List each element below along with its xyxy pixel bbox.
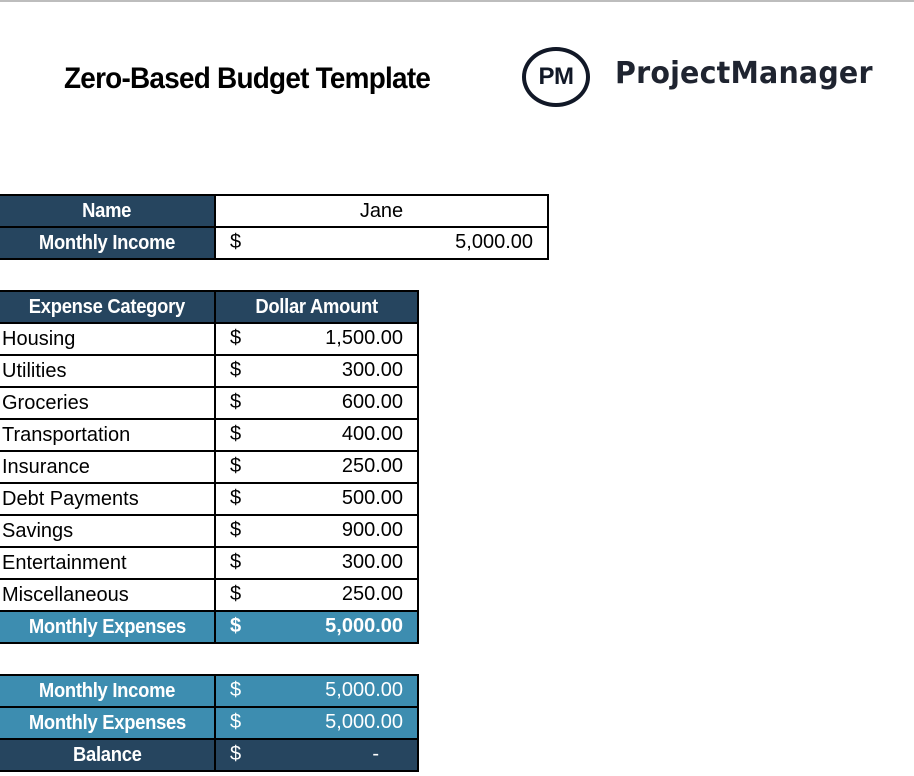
amount-value: 300.00 bbox=[341, 359, 403, 381]
amount-value: 250.00 bbox=[341, 583, 403, 605]
category-cell[interactable]: Miscellaneous bbox=[0, 578, 216, 612]
currency-symbol: $ bbox=[230, 391, 242, 413]
income-amount: 5,000.00 bbox=[455, 231, 533, 253]
column-header-amount: Dollar Amount bbox=[214, 290, 419, 324]
amount-cell[interactable]: $400.00 bbox=[214, 418, 419, 452]
category-cell[interactable]: Entertainment bbox=[0, 546, 216, 580]
summary-expenses-label: Monthly Expenses bbox=[0, 706, 216, 740]
summary-balance-row: Balance $ - bbox=[0, 738, 419, 772]
amount-cell[interactable]: $300.00 bbox=[214, 546, 419, 580]
summary-income-label: Monthly Income bbox=[0, 674, 216, 708]
table-row: Groceries $600.00 bbox=[0, 386, 419, 420]
currency-symbol: $ bbox=[230, 679, 242, 701]
summary-income-row: Monthly Income $5,000.00 bbox=[0, 674, 419, 708]
brand-name: ProjectManager bbox=[615, 56, 873, 91]
category-cell[interactable]: Groceries bbox=[0, 386, 216, 420]
category-cell[interactable]: Savings bbox=[0, 514, 216, 548]
category-cell[interactable]: Utilities bbox=[0, 354, 216, 388]
income-row: Monthly Income $ 5,000.00 bbox=[0, 226, 549, 260]
total-amount-cell: $5,000.00 bbox=[214, 610, 419, 644]
summary-expenses-row: Monthly Expenses $5,000.00 bbox=[0, 706, 419, 740]
table-row: Housing $1,500.00 bbox=[0, 322, 419, 356]
summary-table: Monthly Income $5,000.00 Monthly Expense… bbox=[0, 674, 419, 772]
table-row: Utilities $300.00 bbox=[0, 354, 419, 388]
category-cell[interactable]: Housing bbox=[0, 322, 216, 356]
amount-value: 300.00 bbox=[341, 551, 403, 573]
top-border bbox=[0, 0, 914, 2]
currency-symbol: $ bbox=[230, 487, 242, 509]
currency-symbol: $ bbox=[230, 231, 242, 253]
currency-symbol: $ bbox=[230, 359, 242, 381]
amount-value: 400.00 bbox=[341, 423, 403, 445]
amount-cell[interactable]: $900.00 bbox=[214, 514, 419, 548]
currency-symbol: $ bbox=[230, 519, 242, 541]
income-label: Monthly Income bbox=[0, 226, 216, 260]
expense-total-row: Monthly Expenses $5,000.00 bbox=[0, 610, 419, 644]
name-label: Name bbox=[0, 194, 216, 228]
name-row: Name Jane bbox=[0, 194, 549, 228]
income-value-cell[interactable]: $ 5,000.00 bbox=[214, 226, 549, 260]
expense-table: Expense Category Dollar Amount Housing $… bbox=[0, 290, 419, 644]
amount-cell[interactable]: $250.00 bbox=[214, 578, 419, 612]
category-cell[interactable]: Debt Payments bbox=[0, 482, 216, 516]
currency-symbol: $ bbox=[230, 551, 242, 573]
currency-symbol: $ bbox=[230, 711, 242, 733]
column-header-category: Expense Category bbox=[0, 290, 216, 324]
balance-label: Balance bbox=[0, 738, 216, 772]
amount-value: 250.00 bbox=[341, 455, 403, 477]
currency-symbol: $ bbox=[230, 583, 242, 605]
category-cell[interactable]: Insurance bbox=[0, 450, 216, 484]
currency-symbol: $ bbox=[230, 743, 242, 765]
pm-logo-icon: PM bbox=[522, 47, 590, 107]
summary-income-cell: $5,000.00 bbox=[214, 674, 419, 708]
currency-symbol: $ bbox=[230, 615, 242, 637]
summary-expenses-cell: $5,000.00 bbox=[214, 706, 419, 740]
balance-cell: $ - bbox=[214, 738, 419, 772]
balance-amount: - bbox=[372, 743, 379, 765]
amount-cell[interactable]: $250.00 bbox=[214, 450, 419, 484]
projectmanager-logo: PM ProjectManager bbox=[522, 47, 914, 117]
amount-cell[interactable]: $1,500.00 bbox=[214, 322, 419, 356]
amount-value: 600.00 bbox=[341, 391, 403, 413]
table-row: Entertainment $300.00 bbox=[0, 546, 419, 580]
name-value-cell[interactable]: Jane bbox=[214, 194, 549, 228]
table-row: Debt Payments $500.00 bbox=[0, 482, 419, 516]
total-amount: 5,000.00 bbox=[325, 615, 403, 637]
amount-value: 900.00 bbox=[341, 519, 403, 541]
amount-value: 500.00 bbox=[341, 487, 403, 509]
table-row: Savings $900.00 bbox=[0, 514, 419, 548]
currency-symbol: $ bbox=[230, 423, 242, 445]
table-row: Transportation $400.00 bbox=[0, 418, 419, 452]
amount-value: 1,500.00 bbox=[325, 327, 403, 349]
amount-cell[interactable]: $500.00 bbox=[214, 482, 419, 516]
table-row: Miscellaneous $250.00 bbox=[0, 578, 419, 612]
info-table: Name Jane Monthly Income $ 5,000.00 bbox=[0, 194, 549, 260]
amount-cell[interactable]: $600.00 bbox=[214, 386, 419, 420]
expense-header-row: Expense Category Dollar Amount bbox=[0, 290, 419, 324]
total-label: Monthly Expenses bbox=[0, 610, 216, 644]
table-row: Insurance $250.00 bbox=[0, 450, 419, 484]
summary-income-amount: 5,000.00 bbox=[325, 679, 403, 701]
summary-expenses-amount: 5,000.00 bbox=[325, 711, 403, 733]
amount-cell[interactable]: $300.00 bbox=[214, 354, 419, 388]
currency-symbol: $ bbox=[230, 455, 242, 477]
category-cell[interactable]: Transportation bbox=[0, 418, 216, 452]
page-title: Zero-Based Budget Template bbox=[64, 62, 431, 95]
currency-symbol: $ bbox=[230, 327, 242, 349]
